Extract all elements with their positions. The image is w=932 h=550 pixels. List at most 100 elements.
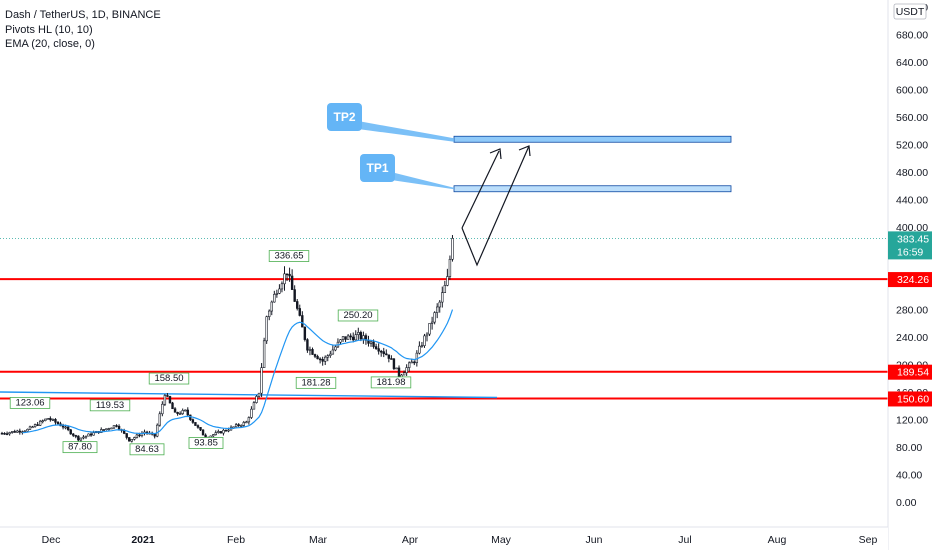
candle-body [301, 315, 304, 328]
candle-body [435, 306, 439, 313]
level-badge-value: 150.60 [897, 393, 929, 405]
candle-body [298, 308, 301, 316]
candle-body [196, 425, 200, 428]
candle-body [362, 335, 365, 340]
projection-arrows[interactable] [461, 145, 531, 267]
candle-body [418, 345, 421, 354]
candle-body [173, 408, 177, 413]
time-tick: Sep [859, 534, 878, 546]
callout-pointer [358, 121, 454, 142]
candle-body [443, 285, 447, 293]
pivot-label: 181.28 [295, 376, 337, 389]
drawings[interactable]: TP1 TP2 [327, 103, 732, 267]
pivot-label: 250.20 [337, 309, 379, 322]
pivot-box [370, 376, 412, 389]
candle-body [61, 425, 65, 428]
target-tp2[interactable]: TP2 [327, 103, 732, 143]
callout-pointer [391, 172, 454, 190]
legend-symbol[interactable]: Dash / TetherUS, 1D, BINANCE [5, 9, 161, 21]
candle-body [359, 332, 363, 340]
target-tp1[interactable]: TP1 [360, 154, 732, 193]
candle-body [201, 429, 205, 436]
time-tick: May [491, 534, 512, 546]
candle-body [313, 354, 317, 357]
candle-body [100, 429, 103, 433]
pivot-box [89, 399, 131, 412]
pivot-label: 181.98 [370, 376, 412, 389]
candle-body [219, 431, 223, 434]
candle-body [257, 392, 261, 397]
candle-body [66, 426, 70, 431]
candle-body [38, 420, 42, 426]
price-tick: 0.00 [896, 497, 917, 509]
candle-body [321, 358, 324, 362]
candle-body [222, 429, 225, 434]
candle-body [240, 425, 243, 427]
pivot-label: 84.63 [129, 443, 165, 456]
last-price-badge[interactable] [888, 231, 932, 260]
price-tick: 440.00 [896, 195, 928, 207]
candle-body [72, 433, 75, 436]
price-tick: 120.00 [896, 415, 928, 427]
candle-body [410, 361, 413, 364]
callout-box[interactable] [327, 103, 362, 131]
candle-body [133, 437, 136, 440]
callout-label: TP2 [333, 110, 355, 124]
candle-body [3, 432, 6, 435]
last-price-value: 383.45 [897, 233, 929, 245]
pivot-value: 181.98 [376, 377, 405, 388]
price-axis[interactable]: 0.0040.0080.00120.00160.00200.00240.0028… [887, 0, 932, 550]
candle-body [105, 428, 108, 431]
level-badge[interactable] [888, 391, 932, 407]
legend-indicator-pivots[interactable]: Pivots HL (10, 10) [5, 23, 93, 36]
candle-body [273, 294, 276, 303]
projection-path [461, 150, 500, 229]
horizontal-levels[interactable] [0, 278, 888, 400]
price-tick: 280.00 [896, 305, 928, 317]
callout-box[interactable] [360, 154, 395, 182]
candle-body [380, 350, 383, 353]
legend-indicator-ema[interactable]: EMA (20, close, 0) [5, 38, 95, 50]
time-tick: Apr [402, 534, 419, 546]
candle-body [390, 358, 393, 360]
pivot-box [62, 441, 98, 454]
candle-body [84, 435, 88, 438]
candle-body [296, 301, 299, 309]
candle-body [16, 430, 19, 433]
candle-body [161, 403, 164, 415]
candle-body [329, 353, 332, 356]
candle-body [214, 432, 217, 435]
candle-body [441, 292, 444, 303]
target-zone[interactable] [453, 135, 732, 143]
level-badge[interactable] [888, 364, 932, 380]
candle-body [387, 354, 391, 359]
ema-line [22, 309, 454, 435]
candle-body [260, 367, 263, 394]
candle-body [290, 275, 294, 290]
trend-line[interactable] [0, 391, 498, 399]
level-badge[interactable] [888, 272, 932, 288]
candle-body [316, 356, 319, 360]
currency-tag[interactable] [893, 3, 927, 20]
candle-body [107, 428, 111, 430]
candle-body [374, 346, 378, 349]
price-tick: 480.00 [896, 167, 928, 179]
candle-body [341, 336, 345, 340]
target-zone[interactable] [453, 185, 732, 193]
candle-body [176, 412, 179, 415]
time-axis[interactable]: Dec 2021 Feb Mar Apr May Jun Jul Aug Sep [0, 526, 888, 550]
pivot-box [148, 372, 190, 385]
trend-line[interactable] [0, 391, 498, 399]
candle-body [135, 434, 139, 438]
candle-body [5, 433, 9, 435]
time-tick: Mar [309, 534, 328, 546]
candle-body [186, 409, 189, 416]
candle-body [402, 372, 406, 376]
candle-body [407, 362, 411, 368]
candle-body [18, 430, 22, 433]
callout-label: TP1 [366, 161, 388, 175]
candle-body [242, 422, 245, 426]
candle-body [280, 283, 284, 290]
candle-body [36, 424, 39, 426]
